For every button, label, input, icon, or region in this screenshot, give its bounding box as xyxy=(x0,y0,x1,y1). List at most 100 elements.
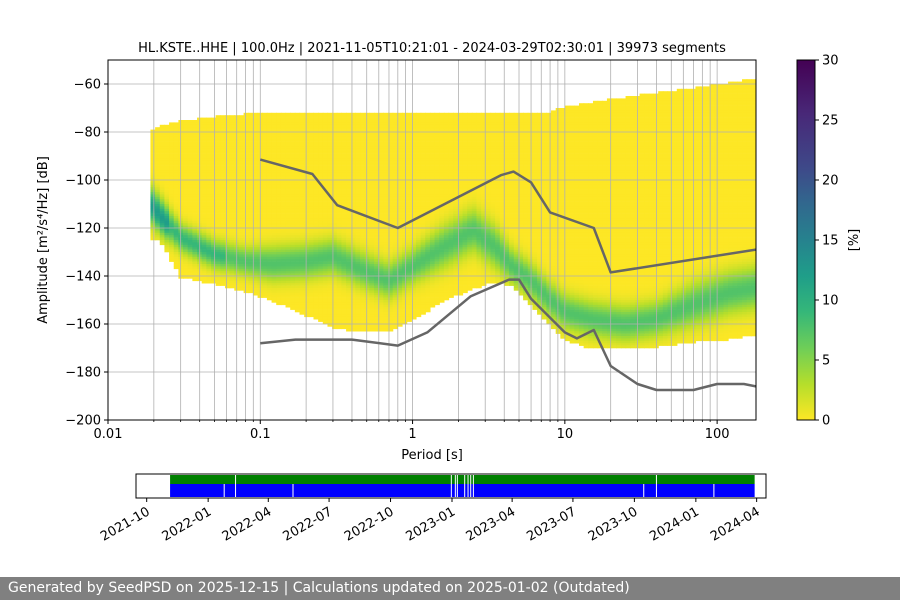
heatmap-cell xyxy=(401,292,408,296)
heatmap-cell xyxy=(308,134,315,138)
heatmap-cell xyxy=(285,230,291,234)
heatmap-cell xyxy=(271,148,277,152)
heatmap-cell xyxy=(215,175,221,178)
heatmap-cell xyxy=(280,208,287,212)
heatmap-cell xyxy=(238,235,245,238)
heatmap-cell xyxy=(262,242,268,246)
heatmap-cell xyxy=(341,175,347,178)
heatmap-cell xyxy=(388,216,394,219)
heatmap-cell xyxy=(318,158,324,162)
heatmap-cell xyxy=(350,237,357,241)
heatmap-cell xyxy=(378,136,384,140)
heatmap-cell xyxy=(183,232,189,236)
heatmap-cell xyxy=(173,182,179,186)
heatmap-cell xyxy=(429,206,436,210)
heatmap-cell xyxy=(276,112,282,116)
heatmap-cell xyxy=(304,254,310,258)
heatmap-cell xyxy=(397,216,403,219)
heatmap-cell xyxy=(313,189,319,193)
heatmap-cell xyxy=(271,182,277,186)
heatmap-cell xyxy=(369,240,375,243)
heatmap-cell xyxy=(397,297,403,301)
heatmap-cell xyxy=(290,139,296,142)
heatmap-cell xyxy=(266,261,273,265)
heatmap-cell xyxy=(183,156,189,159)
heatmap-cell xyxy=(364,153,370,157)
heatmap-cell xyxy=(173,194,179,198)
heatmap-cell xyxy=(304,283,310,286)
heatmap-cell xyxy=(313,218,319,222)
heatmap-cell xyxy=(308,232,315,236)
heatmap-cell xyxy=(425,151,431,154)
heatmap-cell xyxy=(350,244,357,248)
heatmap-cell xyxy=(304,259,310,262)
heatmap-cell xyxy=(262,170,268,174)
heatmap-cell xyxy=(271,264,277,267)
heatmap-cell xyxy=(187,124,193,128)
heatmap-cell xyxy=(425,172,431,176)
heatmap-cell xyxy=(406,194,412,198)
heatmap-cell xyxy=(420,127,426,130)
heatmap-cell xyxy=(355,172,361,176)
heatmap-cell xyxy=(243,144,249,147)
heatmap-cell xyxy=(350,216,357,219)
heatmap-cell xyxy=(276,280,282,284)
heatmap-cell xyxy=(388,218,394,222)
heatmap-cell xyxy=(369,208,375,212)
heatmap-cell xyxy=(280,244,287,248)
heatmap-cell xyxy=(383,235,389,238)
heatmap-cell xyxy=(206,276,212,279)
heatmap-cell xyxy=(374,247,380,250)
heatmap-cell xyxy=(215,216,221,219)
heatmap-cell xyxy=(439,112,445,116)
heatmap-cell xyxy=(285,232,291,236)
heatmap-cell xyxy=(215,156,221,159)
heatmap-cell xyxy=(252,240,259,243)
heatmap-cell xyxy=(318,307,324,310)
heatmap-cell xyxy=(248,285,254,289)
heatmap-cell xyxy=(434,288,440,291)
heatmap-cell xyxy=(224,189,231,193)
heatmap-cell xyxy=(346,148,352,152)
heatmap-cell xyxy=(169,194,175,198)
heatmap-cell xyxy=(294,139,301,142)
heatmap-cell xyxy=(169,218,175,222)
heatmap-cell xyxy=(401,321,408,325)
heatmap-cell xyxy=(439,213,445,217)
heatmap-cell xyxy=(346,153,352,157)
heatmap-cell xyxy=(332,259,338,262)
heatmap-cell xyxy=(434,276,440,279)
heatmap-cell xyxy=(294,199,301,202)
heatmap-cell xyxy=(201,204,207,207)
heatmap-cell xyxy=(224,280,231,284)
heatmap-cell xyxy=(248,196,254,200)
heatmap-cell xyxy=(169,213,175,217)
heatmap-cell xyxy=(420,196,426,200)
heatmap-cell xyxy=(248,156,254,159)
heatmap-cell xyxy=(336,124,343,128)
heatmap-cell xyxy=(266,242,273,246)
heatmap-cell xyxy=(439,177,445,181)
heatmap-cell xyxy=(439,158,445,162)
heatmap-cell xyxy=(397,127,403,130)
heatmap-cell xyxy=(318,300,324,303)
heatmap-cell xyxy=(360,136,366,140)
heatmap-cell xyxy=(183,264,189,267)
heatmap-cell xyxy=(308,146,315,150)
heatmap-cell xyxy=(360,134,366,138)
heatmap-cell xyxy=(313,249,319,253)
heatmap-cell xyxy=(243,256,249,260)
heatmap-cell xyxy=(276,160,282,164)
heatmap-cell xyxy=(294,218,301,222)
heatmap-cell xyxy=(411,220,417,224)
heatmap-cell xyxy=(201,196,207,200)
heatmap-cell xyxy=(429,199,436,202)
heatmap-cell xyxy=(280,206,287,210)
heatmap-cell xyxy=(401,252,408,255)
heatmap-cell xyxy=(276,153,282,157)
heatmap-cell xyxy=(360,309,366,313)
heatmap-cell xyxy=(374,213,380,217)
heatmap-cell xyxy=(425,300,431,303)
heatmap-cell xyxy=(252,117,259,121)
heatmap-cell xyxy=(439,136,445,140)
